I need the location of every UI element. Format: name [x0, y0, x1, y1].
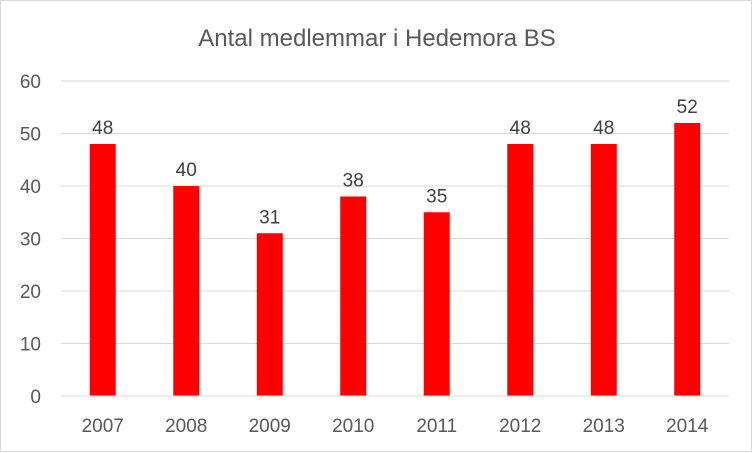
bar	[423, 212, 450, 396]
data-label: 48	[92, 118, 113, 139]
y-tick-label: 60	[20, 72, 41, 93]
y-tick-label: 50	[20, 125, 41, 146]
bar	[674, 123, 701, 396]
x-tick-label: 2013	[583, 416, 625, 437]
x-tick-label: 2010	[332, 416, 374, 437]
x-axis-ticks: 2007 2008 2009 2010 2011 2012 2013 2014	[82, 416, 709, 437]
y-tick-label: 10	[20, 335, 41, 356]
bars	[89, 123, 701, 396]
bar	[590, 144, 617, 396]
data-label: 31	[259, 207, 280, 228]
y-tick-label: 0	[30, 387, 41, 408]
data-labels: 48 40 31 38 35 48 48 52	[92, 97, 698, 228]
data-label: 48	[593, 118, 614, 139]
x-tick-label: 2012	[499, 416, 541, 437]
gridlines	[61, 80, 729, 344]
x-tick-label: 2009	[249, 416, 291, 437]
chart-title: Antal medlemmar i Hedemora BS	[198, 25, 555, 52]
x-tick-label: 2014	[666, 416, 709, 437]
y-tick-label: 30	[20, 230, 41, 251]
bar	[89, 144, 116, 396]
x-tick-label: 2007	[82, 416, 124, 437]
data-label: 38	[343, 171, 364, 192]
bar	[256, 233, 283, 396]
x-tick-label: 2008	[165, 416, 207, 437]
data-label: 40	[176, 160, 197, 181]
data-label: 52	[677, 97, 698, 118]
x-tick-label: 2011	[416, 416, 457, 437]
data-label: 35	[426, 186, 447, 207]
y-tick-label: 40	[20, 177, 41, 198]
y-axis-ticks: 0 10 20 30 40 50 60	[20, 72, 41, 408]
bar	[340, 196, 367, 396]
bar	[507, 144, 534, 396]
bar	[173, 186, 200, 396]
y-tick-label: 20	[20, 282, 41, 303]
data-label: 48	[510, 118, 531, 139]
